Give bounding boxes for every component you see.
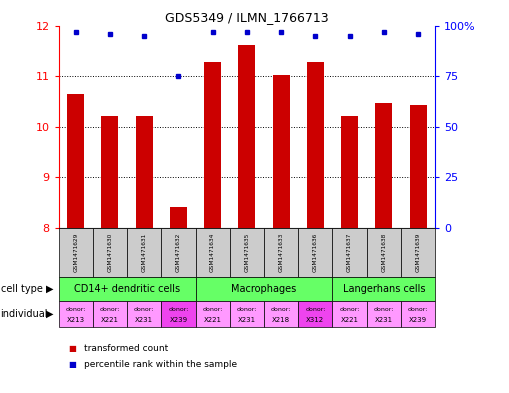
Bar bbox=[67, 94, 84, 228]
Text: X231: X231 bbox=[135, 317, 153, 323]
Bar bbox=[272, 75, 290, 228]
Text: GSM1471630: GSM1471630 bbox=[107, 233, 112, 272]
Text: CD14+ dendritic cells: CD14+ dendritic cells bbox=[74, 284, 180, 294]
Text: X218: X218 bbox=[272, 317, 290, 323]
Text: X221: X221 bbox=[341, 317, 358, 323]
Text: GSM1471636: GSM1471636 bbox=[313, 233, 318, 272]
Text: GSM1471634: GSM1471634 bbox=[210, 233, 215, 272]
Text: X221: X221 bbox=[101, 317, 119, 323]
Text: individual: individual bbox=[1, 309, 48, 319]
Bar bbox=[101, 116, 119, 228]
Text: GSM1471631: GSM1471631 bbox=[142, 233, 147, 272]
Bar bbox=[135, 116, 153, 228]
Text: GSM1471639: GSM1471639 bbox=[415, 233, 420, 272]
Bar bbox=[307, 62, 324, 228]
Bar bbox=[204, 62, 221, 228]
Bar bbox=[170, 207, 187, 228]
Text: ■: ■ bbox=[69, 344, 76, 353]
Text: donor:: donor: bbox=[168, 307, 188, 312]
Text: transformed count: transformed count bbox=[84, 344, 168, 353]
Text: X221: X221 bbox=[204, 317, 221, 323]
Text: donor:: donor: bbox=[271, 307, 291, 312]
Text: X231: X231 bbox=[375, 317, 393, 323]
Text: ■: ■ bbox=[69, 360, 76, 369]
Bar bbox=[238, 45, 256, 228]
Text: GSM1471632: GSM1471632 bbox=[176, 233, 181, 272]
Text: donor:: donor: bbox=[340, 307, 360, 312]
Text: Langerhans cells: Langerhans cells bbox=[343, 284, 425, 294]
Text: donor:: donor: bbox=[134, 307, 154, 312]
Text: donor:: donor: bbox=[305, 307, 326, 312]
Text: donor:: donor: bbox=[66, 307, 86, 312]
Text: ▶: ▶ bbox=[46, 284, 53, 294]
Text: GSM1471638: GSM1471638 bbox=[381, 233, 386, 272]
Bar bbox=[410, 105, 427, 228]
Text: X213: X213 bbox=[67, 317, 84, 323]
Text: X239: X239 bbox=[169, 317, 187, 323]
Text: cell type: cell type bbox=[1, 284, 42, 294]
Text: GSM1471629: GSM1471629 bbox=[73, 233, 78, 272]
Text: donor:: donor: bbox=[203, 307, 223, 312]
Text: donor:: donor: bbox=[237, 307, 257, 312]
Bar bbox=[375, 103, 392, 228]
Title: GDS5349 / ILMN_1766713: GDS5349 / ILMN_1766713 bbox=[165, 11, 329, 24]
Text: donor:: donor: bbox=[374, 307, 394, 312]
Text: GSM1471633: GSM1471633 bbox=[278, 233, 284, 272]
Text: percentile rank within the sample: percentile rank within the sample bbox=[84, 360, 237, 369]
Text: GSM1471635: GSM1471635 bbox=[244, 233, 249, 272]
Text: Macrophages: Macrophages bbox=[232, 284, 297, 294]
Text: X312: X312 bbox=[306, 317, 324, 323]
Bar bbox=[341, 116, 358, 228]
Text: GSM1471637: GSM1471637 bbox=[347, 233, 352, 272]
Text: donor:: donor: bbox=[100, 307, 120, 312]
Text: X239: X239 bbox=[409, 317, 427, 323]
Text: X231: X231 bbox=[238, 317, 256, 323]
Text: donor:: donor: bbox=[408, 307, 428, 312]
Text: ▶: ▶ bbox=[46, 309, 53, 319]
